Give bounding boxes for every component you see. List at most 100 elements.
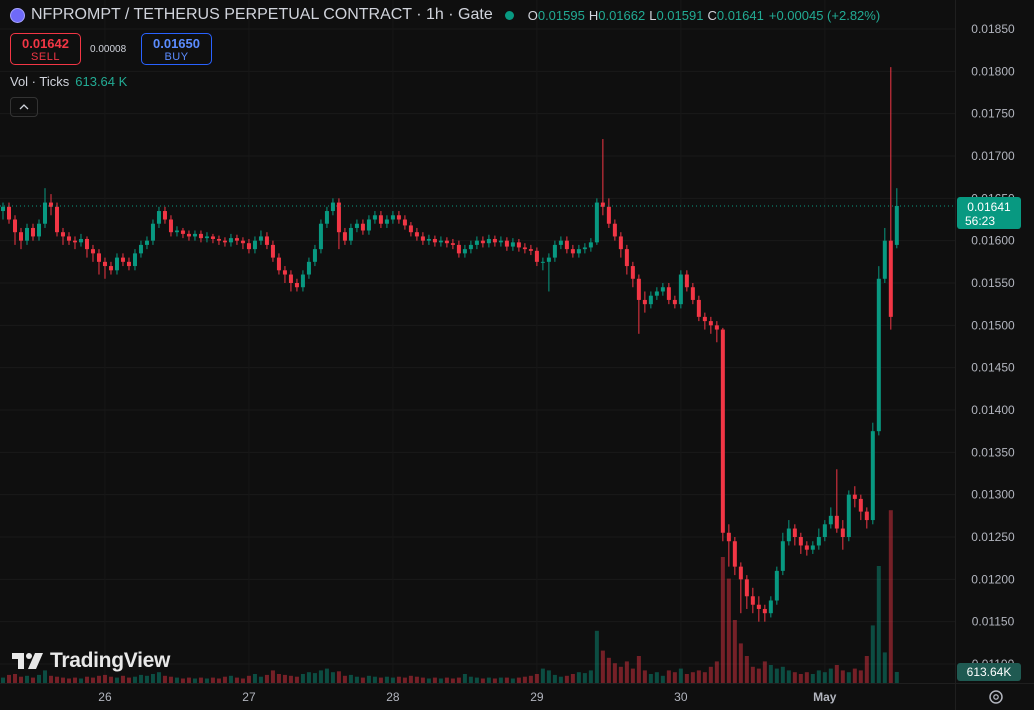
volume-bar — [816, 670, 821, 683]
candle-body — [294, 283, 299, 288]
spread: 0.00008 — [90, 44, 127, 55]
candle-body — [72, 240, 77, 243]
candle-body — [852, 494, 857, 499]
candle-body — [516, 242, 521, 248]
countdown-label: 56:23 — [965, 214, 995, 228]
volume-bar — [456, 677, 461, 683]
symbol-title[interactable]: NFPROMPT / TETHERUS PERPETUAL CONTRACT ·… — [31, 6, 493, 23]
volume-bar — [786, 670, 791, 683]
candle-body — [264, 236, 269, 245]
volume-bar — [474, 677, 479, 683]
candle-body — [90, 249, 95, 254]
candle-body — [420, 236, 425, 241]
ohlc-value: 0.01595 — [537, 7, 585, 23]
volume-bar — [240, 678, 245, 683]
candle-body — [540, 261, 545, 263]
volume-bar — [546, 670, 551, 683]
candle-body — [570, 249, 575, 254]
candle-body — [168, 219, 173, 233]
brand: TradingView — [12, 649, 170, 673]
candle-body — [24, 227, 29, 241]
y-tick-label: 0.01450 — [971, 361, 1015, 375]
volume-bar — [666, 670, 671, 683]
volume-bar — [306, 672, 311, 683]
candle-body — [48, 202, 53, 207]
candle-body — [696, 299, 701, 317]
volume-value: 613.64 K — [75, 74, 128, 89]
ohlc-key: C — [707, 7, 717, 23]
candle-body — [498, 240, 503, 243]
candle-body — [306, 261, 311, 275]
buy-button[interactable]: 0.01650 BUY — [141, 33, 212, 65]
candles — [0, 67, 955, 622]
volume-bar — [588, 670, 593, 683]
candle-body — [636, 278, 641, 300]
volume-bar — [120, 675, 125, 683]
legend-header: NFPROMPT / TETHERUS PERPETUAL CONTRACT ·… — [10, 6, 880, 24]
volume-bar — [48, 675, 53, 683]
volume-bar — [738, 643, 743, 683]
volume-bar — [228, 675, 233, 683]
volume-bar — [42, 670, 47, 683]
volume-bar — [750, 666, 755, 683]
buy-price: 0.01650 — [153, 36, 200, 51]
candle-body — [282, 270, 287, 275]
volume-bar — [282, 674, 287, 683]
last-price-label: 0.01641 — [967, 200, 1011, 214]
volume-bar — [828, 668, 833, 683]
collapse-button[interactable] — [10, 97, 38, 117]
candle-body — [462, 249, 467, 254]
candle-body — [210, 236, 215, 239]
volume-bar — [570, 674, 575, 683]
volume-bar — [90, 677, 95, 683]
y-tick-label: 0.01350 — [971, 445, 1015, 459]
volume-bar — [312, 673, 317, 683]
candle-body — [348, 227, 353, 241]
candle-body — [354, 223, 359, 228]
volume-bar — [270, 670, 275, 683]
volume-bar — [336, 671, 341, 683]
volume-bar — [744, 656, 749, 683]
candle-body — [588, 242, 593, 248]
x-tick-label: 27 — [242, 690, 256, 704]
volume-bar — [714, 661, 719, 683]
brand-name: TradingView — [50, 649, 171, 672]
volume-bar — [420, 677, 425, 683]
candle-body — [684, 274, 689, 288]
y-tick-label: 0.01600 — [971, 234, 1015, 248]
volume-bar — [198, 677, 203, 683]
candle-body — [708, 321, 713, 326]
candle-body — [774, 570, 779, 601]
volume-bar — [882, 652, 887, 683]
volume-bar — [858, 670, 863, 683]
ohlc-value: 0.01641 — [716, 7, 764, 23]
volume-bar — [636, 656, 641, 683]
candle-body — [234, 238, 239, 241]
candle-body — [504, 240, 509, 247]
volume-bar — [294, 676, 299, 683]
candle-body — [858, 498, 863, 512]
candle-body — [102, 261, 107, 267]
sell-price: 0.01642 — [22, 36, 69, 51]
volume-bar — [492, 678, 497, 683]
y-tick-label: 0.01250 — [971, 530, 1015, 544]
x-tick-label: 30 — [674, 690, 688, 704]
candle-body — [144, 240, 149, 245]
candle-body — [894, 205, 899, 245]
volume-bar — [444, 677, 449, 683]
candle-body — [324, 211, 329, 224]
candle-body — [798, 537, 803, 546]
volume-bar — [180, 678, 185, 683]
volume-bar — [72, 677, 77, 683]
candle-body — [174, 230, 179, 233]
volume-bar — [210, 677, 215, 683]
last-price-tag — [957, 196, 1021, 229]
ohlc-value: 0.01591 — [656, 7, 704, 23]
volume-bar — [660, 675, 665, 683]
sell-button[interactable]: 0.01642 SELL — [10, 33, 81, 65]
candle-body — [630, 266, 635, 279]
candle-body — [276, 257, 281, 271]
gear-hub — [993, 694, 999, 700]
candle-body — [870, 431, 875, 521]
settings-icon[interactable] — [989, 690, 1003, 704]
